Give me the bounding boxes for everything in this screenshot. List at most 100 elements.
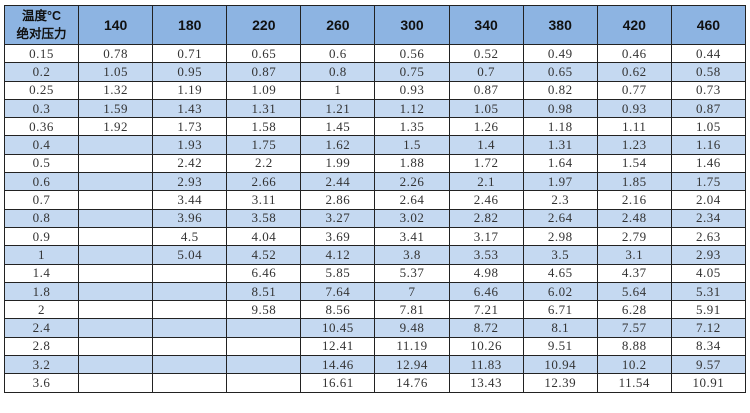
table-cell: 0.65 [226, 43, 302, 64]
table-cell: 0.93 [596, 98, 672, 119]
table-cell: 4.65 [522, 263, 598, 283]
table-cell: 2.42 [152, 153, 228, 174]
table-cell: 2.66 [226, 172, 302, 192]
table-cell: 1.72 [448, 153, 524, 174]
table-cell: 4.37 [596, 263, 672, 283]
table-cell: 0.44 [670, 43, 747, 64]
row-header-pressure: 1.4 [3, 263, 80, 283]
table-cell: 7.21 [448, 300, 524, 320]
table-cell: 1.11 [596, 117, 672, 137]
table-cell: 10.2 [596, 355, 672, 375]
table-cell: 2.44 [300, 172, 376, 192]
table-cell: 3.53 [448, 245, 524, 265]
row-header-pressure: 0.25 [3, 80, 80, 100]
table-cell: 12.39 [522, 373, 598, 393]
column-header-temperature: 380 [522, 5, 598, 45]
table-cell: 7.64 [300, 281, 376, 302]
table-cell: 3.27 [300, 208, 376, 228]
row-header-pressure: 0.9 [3, 226, 80, 247]
table-row: 0.4 1.93 1.75 1.62 1.5 1.4 1.31 1.23 1.16 [3, 135, 747, 155]
table-cell: 0.6 [300, 43, 376, 64]
table-row: 0.2 1.05 0.95 0.87 0.8 0.75 0.7 0.65 0.62 0.58 [3, 62, 747, 82]
table-cell: 8.51 [226, 281, 302, 302]
column-header-temperature: 420 [596, 5, 672, 45]
table-cell: 2.46 [448, 190, 524, 210]
table-cell: 1.59 [78, 98, 154, 119]
row-header-pressure: 2 [3, 300, 80, 320]
table-cell: 10.94 [522, 355, 598, 375]
table-cell: 1.21 [300, 98, 376, 119]
table-cell: 0.78 [78, 43, 154, 64]
table-row: 0.15 0.78 0.71 0.65 0.6 0.56 0.52 0.49 0.46 0.44 [3, 43, 747, 64]
table-cell: 2.16 [596, 190, 672, 210]
table-row: 1.8 8.51 7.64 7 6.46 6.02 5.64 5.31 [3, 281, 747, 302]
table-cell: 2.48 [596, 208, 672, 228]
table-cell: 1.35 [374, 117, 450, 137]
table-cell: 10.26 [448, 336, 524, 357]
table-cell: 1.88 [374, 153, 450, 174]
table-cell: 2.04 [670, 190, 747, 210]
table-cell: 1.05 [670, 117, 747, 137]
table-cell: 1.4 [448, 135, 524, 155]
table-cell [78, 263, 154, 283]
table-cell: 1.97 [522, 172, 598, 192]
table-cell [78, 226, 154, 247]
table-cell: 4.5 [152, 226, 228, 247]
table-cell: 11.19 [374, 336, 450, 357]
column-header-temperature: 260 [300, 5, 376, 45]
row-header-pressure: 0.4 [3, 135, 80, 155]
table-cell: 6.28 [596, 300, 672, 320]
table-cell: 8.34 [670, 336, 747, 357]
table-cell: 2.26 [374, 172, 450, 192]
table-row: 3.2 14.46 12.94 11.83 10.94 10.2 9.57 [3, 355, 747, 375]
table-row: 0.36 1.92 1.73 1.58 1.45 1.35 1.26 1.18 1.11 1.05 [3, 117, 747, 137]
table-cell: 0.56 [374, 43, 450, 64]
table-cell [152, 355, 228, 375]
table-cell: 10.91 [670, 373, 747, 393]
table-cell: 2.64 [522, 208, 598, 228]
row-header-pressure: 0.36 [3, 117, 80, 137]
table-cell: 0.7 [448, 62, 524, 82]
table-cell: 1.92 [78, 117, 154, 137]
table-cell: 11.54 [596, 373, 672, 393]
table-cell: 7.12 [670, 318, 747, 338]
row-header-pressure: 3.6 [3, 373, 80, 393]
table-cell: 0.8 [300, 62, 376, 82]
table-cell [78, 300, 154, 320]
header-row: 温度°C 绝对压力 140 180 220 260 300 340 380 420 460 [3, 5, 747, 45]
row-header-pressure: 3.2 [3, 355, 80, 375]
table-cell: 3.1 [596, 245, 672, 265]
table-cell: 1.46 [670, 153, 747, 174]
table-cell: 6.46 [448, 281, 524, 302]
table-cell [226, 336, 302, 357]
table-cell [78, 355, 154, 375]
table-cell: 11.83 [448, 355, 524, 375]
table-cell: 6.46 [226, 263, 302, 283]
table-body: 0.15 0.78 0.71 0.65 0.6 0.56 0.52 0.49 0.46 0.44 0… [3, 43, 747, 393]
table-cell [78, 245, 154, 265]
table-cell: 1.05 [78, 62, 154, 82]
table-cell: 1.75 [670, 172, 747, 192]
table-cell: 1.99 [300, 153, 376, 174]
table-cell: 7 [374, 281, 450, 302]
table-cell: 5.91 [670, 300, 747, 320]
table-cell: 4.12 [300, 245, 376, 265]
table-row: 0.5 2.42 2.2 1.99 1.88 1.72 1.64 1.54 1.46 [3, 153, 747, 174]
table-cell: 7.81 [374, 300, 450, 320]
table-row: 1 5.04 4.52 4.12 3.8 3.53 3.5 3.1 2.93 [3, 245, 747, 265]
column-header-temperature: 140 [78, 5, 154, 45]
table-cell: 2.34 [670, 208, 747, 228]
table-cell: 4.05 [670, 263, 747, 283]
table-cell [152, 318, 228, 338]
table-cell: 0.75 [374, 62, 450, 82]
table-row: 0.3 1.59 1.43 1.31 1.21 1.12 1.05 0.98 0.93 0.87 [3, 98, 747, 119]
table-row: 0.7 3.44 3.11 2.86 2.64 2.46 2.3 2.16 2.04 [3, 190, 747, 210]
table-cell: 12.41 [300, 336, 376, 357]
table-cell: 3.02 [374, 208, 450, 228]
table-cell: 2.82 [448, 208, 524, 228]
table-cell: 4.52 [226, 245, 302, 265]
table-cell [152, 281, 228, 302]
table-cell: 0.58 [670, 62, 747, 82]
table-cell: 0.46 [596, 43, 672, 64]
column-header-temperature: 340 [448, 5, 524, 45]
